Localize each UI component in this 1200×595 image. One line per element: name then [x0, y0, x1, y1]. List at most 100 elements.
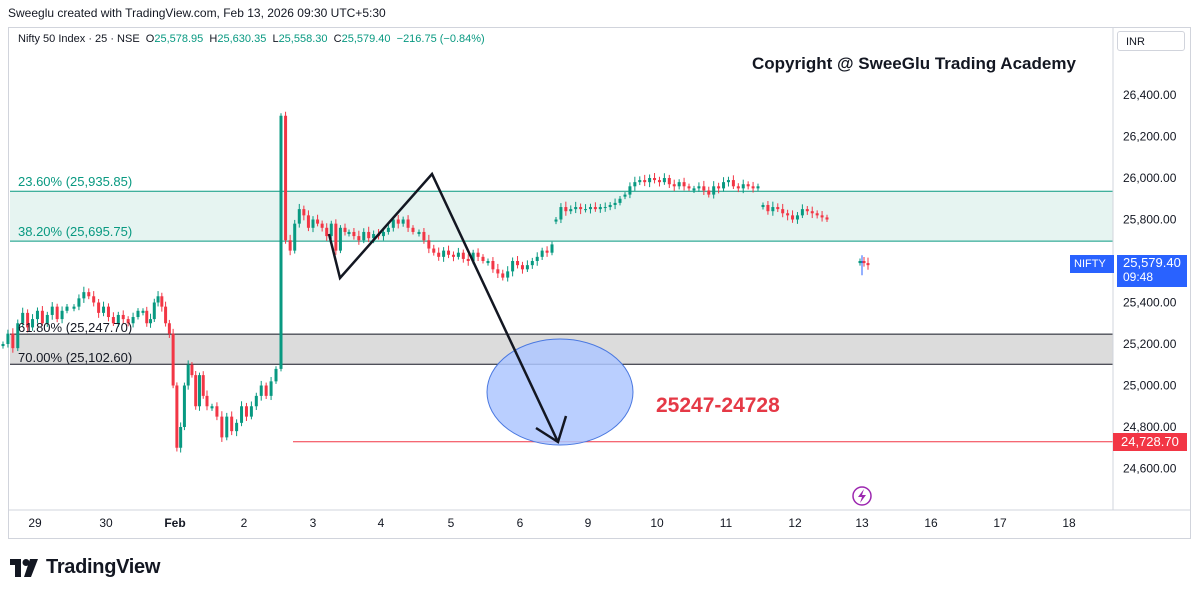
- tradingview-logo-icon: [10, 558, 38, 577]
- candle-body: [126, 319, 130, 324]
- candle-body: [800, 209, 804, 216]
- candle-body: [131, 317, 135, 324]
- candle-body: [648, 178, 652, 183]
- tradingview-logo[interactable]: TradingView: [10, 556, 160, 579]
- close-value: 25,579.40: [341, 33, 391, 45]
- candle-body: [717, 186, 721, 189]
- candle-body: [511, 261, 515, 272]
- candle-body: [97, 302, 101, 313]
- candle-body: [136, 310, 140, 318]
- candle-body: [316, 219, 320, 224]
- candle-body: [116, 314, 120, 324]
- high-key: H: [209, 33, 218, 45]
- candle-body: [372, 234, 376, 239]
- candle-body: [564, 207, 568, 212]
- candle-body: [866, 263, 870, 266]
- candle-body: [427, 240, 431, 249]
- candle-body: [707, 190, 711, 195]
- candle-body: [225, 416, 229, 438]
- last-price-tag: NIFTY: [1070, 255, 1114, 274]
- candle-body: [284, 115, 288, 241]
- chart-frame: [8, 27, 1191, 539]
- low-key: L: [272, 33, 279, 45]
- copyright-text: Copyright @ SweeGlu Trading Academy: [752, 54, 1076, 73]
- candle-body: [352, 231, 356, 237]
- candle-body: [311, 219, 315, 228]
- candle-body: [171, 333, 175, 386]
- candle-body: [471, 252, 475, 261]
- price-tick-label: 25,800.00: [1123, 213, 1177, 227]
- time-tick-label: 11: [720, 516, 733, 530]
- candle-body: [520, 265, 524, 270]
- symbol-name: Nifty 50 Index · 25 · NSE: [18, 33, 140, 45]
- candle-body: [240, 406, 244, 423]
- candle-body: [815, 213, 819, 216]
- candle-body: [741, 184, 745, 189]
- fib-level-label: 38.20% (25,695.75): [18, 224, 133, 240]
- candle-body: [506, 271, 510, 278]
- fib-level-label: 70.00% (25,102.60): [18, 350, 133, 366]
- arrow-head: [535, 415, 568, 444]
- candle-body: [297, 209, 301, 224]
- last-price-value-tag: 25,579.40 09:48: [1117, 255, 1187, 288]
- candle-body: [406, 219, 410, 228]
- candle-body: [343, 227, 347, 232]
- candle-body: [55, 306, 59, 320]
- candle-body: [320, 223, 324, 228]
- time-tick-label: 29: [28, 516, 42, 530]
- attribution-header: Sweeglu created with TradingView.com, Fe…: [8, 6, 386, 20]
- candle-body: [805, 209, 809, 212]
- candle-body: [702, 186, 706, 191]
- candle-body: [215, 406, 219, 417]
- candle-body: [501, 273, 505, 278]
- candle-body: [766, 204, 770, 212]
- price-tick-label: 26,000.00: [1123, 171, 1177, 185]
- candle-body: [574, 207, 578, 210]
- candle-body: [11, 333, 15, 349]
- candle-body: [149, 319, 153, 324]
- candle-body: [618, 198, 622, 203]
- candle-body: [569, 209, 573, 212]
- price-tick-label: 25,200.00: [1123, 337, 1177, 351]
- candle-body: [106, 306, 110, 318]
- candle-body: [756, 186, 760, 189]
- candle-body: [306, 215, 310, 228]
- candle-body: [598, 207, 602, 210]
- currency-selector[interactable]: INR: [1117, 31, 1185, 51]
- candle-body: [65, 306, 69, 311]
- candle-body: [516, 261, 520, 266]
- candle-body: [525, 265, 529, 270]
- candle-body: [186, 364, 190, 386]
- time-tick-label: 5: [448, 516, 455, 530]
- candle-body: [72, 306, 76, 309]
- candle-body: [722, 182, 726, 189]
- candle-body: [545, 250, 549, 253]
- candle-body: [210, 406, 214, 409]
- alert-lightning-icon: [852, 486, 872, 506]
- candle-body: [205, 395, 209, 407]
- time-tick-label: 17: [993, 516, 1007, 530]
- candle-body: [288, 240, 292, 251]
- candle-body: [77, 298, 81, 307]
- candle-body: [141, 310, 145, 313]
- candle-body: [160, 296, 164, 307]
- candle-body: [6, 333, 10, 344]
- candle-body: [190, 364, 194, 376]
- candle-body: [220, 416, 224, 438]
- last-price-value: 25,579.40: [1123, 255, 1181, 271]
- candle-body: [92, 296, 96, 303]
- time-tick-label: 16: [924, 516, 938, 530]
- candle-body: [550, 244, 554, 253]
- candle-body: [230, 416, 234, 432]
- candle-body: [858, 261, 862, 264]
- candle-body: [456, 252, 460, 257]
- time-tick-label: 18: [1062, 516, 1076, 530]
- candle-body: [82, 292, 86, 299]
- candle-body: [21, 312, 25, 324]
- candle-body: [672, 184, 676, 187]
- target-price-tag: 24,728.70: [1113, 432, 1187, 451]
- candle-body: [293, 223, 297, 251]
- candle-body: [274, 368, 278, 382]
- lightning-bolt-icon: [858, 489, 866, 503]
